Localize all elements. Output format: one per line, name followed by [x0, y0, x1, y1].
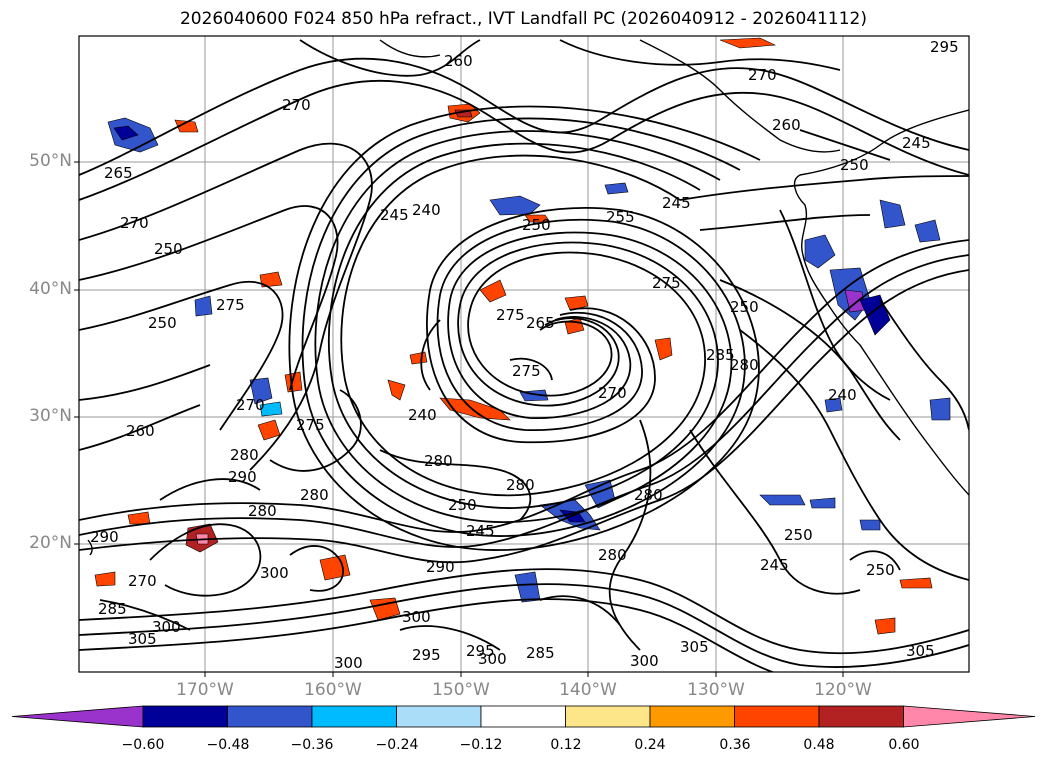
contour-label: 245 [760, 556, 789, 574]
contour-label: 290 [426, 558, 455, 576]
lon-label-160w: 160°W [304, 680, 362, 700]
colorbar-segment [227, 705, 313, 728]
contour-label: 275 [512, 362, 541, 380]
lon-label-130w: 130°W [687, 680, 745, 700]
colorbar-segment [480, 705, 566, 728]
contour-label: 300 [630, 652, 659, 670]
contour-label: 290 [90, 528, 119, 546]
contour-label: 305 [680, 638, 709, 656]
contour-label: 285 [706, 346, 735, 364]
colorbar-segment [311, 705, 397, 728]
colorbar-tick: 0.12 [550, 737, 582, 753]
contour-label: 260 [126, 422, 155, 440]
contour-label: 280 [634, 486, 663, 504]
contour-label: 300 [152, 618, 181, 636]
contour-label: 255 [606, 208, 635, 226]
contour-label: 245 [380, 206, 409, 224]
contour-label: 300 [478, 650, 507, 668]
colorbar-tick: 0.48 [803, 737, 835, 753]
contour-label: 300 [402, 608, 431, 626]
map-frame [78, 35, 970, 673]
contour-label: 240 [408, 406, 437, 424]
colorbar-segment [396, 705, 482, 728]
lat-label-50n: 50°N [29, 151, 72, 171]
contour-label: 275 [216, 296, 245, 314]
contour-labels: 260 270 240 265 260 270 250 270 250 275 … [90, 38, 959, 672]
contour-label: 285 [98, 600, 127, 618]
contour-label: 250 [522, 216, 551, 234]
contour-label: 260 [444, 52, 473, 70]
colorbar-tick: −0.60 [121, 737, 165, 753]
contour-label: 295 [930, 38, 959, 56]
contour-label: 300 [334, 654, 363, 672]
contour-label: 270 [282, 96, 311, 114]
lon-label-140w: 140°W [559, 680, 617, 700]
colorbar-tick: −0.24 [375, 737, 419, 753]
contour-label: 280 [230, 446, 259, 464]
colorbar-segment [565, 705, 651, 728]
lon-label-150w: 150°W [432, 680, 490, 700]
contour-label: 250 [154, 240, 183, 258]
contour-label: 300 [260, 564, 289, 582]
coastline [87, 39, 969, 556]
contour-label: 245 [466, 522, 495, 540]
contour-label: 265 [104, 164, 133, 182]
map-plot: 260 270 240 265 260 270 250 270 250 275 … [74, 35, 970, 677]
contour-label: 245 [902, 134, 931, 152]
colorbar-tick: −0.48 [206, 737, 250, 753]
contour-label: 290 [228, 468, 257, 486]
colorbar-segment [142, 705, 228, 728]
contour-label: 270 [120, 214, 149, 232]
colorbar-tick: −0.36 [290, 737, 334, 753]
colorbar-tick: 0.24 [634, 737, 666, 753]
contour-label: 240 [828, 386, 857, 404]
contour-label: 270 [236, 396, 265, 414]
contour-label: 295 [412, 646, 441, 664]
contour-label: 245 [662, 194, 691, 212]
lat-label-40n: 40°N [29, 279, 72, 299]
colorbar-extend-max [903, 705, 1036, 728]
contour-label: 250 [840, 156, 869, 174]
contour-label: 250 [730, 298, 759, 316]
contour-label: 265 [526, 314, 555, 332]
colorbar-segment [818, 705, 904, 728]
map-background [79, 36, 969, 672]
contour-label: 250 [784, 526, 813, 544]
contour-label: 280 [248, 502, 277, 520]
contour-label: 250 [148, 314, 177, 332]
lat-label-20n: 20°N [29, 533, 72, 553]
contour-label: 280 [730, 356, 759, 374]
contour-label: 275 [296, 416, 325, 434]
contour-label: 280 [506, 476, 535, 494]
colorbar-segment [734, 705, 820, 728]
contour-label: 280 [598, 546, 627, 564]
colorbar-extend-min [11, 705, 144, 728]
contour-label: 260 [772, 116, 801, 134]
contour-label: 250 [448, 496, 477, 514]
tick-marks [74, 161, 844, 677]
lon-label-170w: 170°W [176, 680, 234, 700]
colorbar-tick: −0.12 [459, 737, 503, 753]
lon-label-120w: 120°W [814, 680, 872, 700]
colorbar-tick: 0.36 [719, 737, 751, 753]
contour-label: 280 [300, 486, 329, 504]
contour-label: 270 [128, 572, 157, 590]
map-title: 2026040600 F024 850 hPa refract., IVT La… [179, 9, 867, 29]
colorbar-segment [649, 705, 735, 728]
lat-label-30n: 30°N [29, 406, 72, 426]
contour-label: 280 [424, 452, 453, 470]
colorbar [11, 705, 1036, 728]
contour-label: 295 [466, 642, 495, 660]
contour-label: 305 [128, 630, 157, 648]
contour-label: 270 [598, 384, 627, 402]
refractivity-contours [79, 39, 969, 672]
contour-label: 240 [412, 201, 441, 219]
contour-label: 305 [906, 642, 935, 660]
contour-label: 250 [866, 561, 895, 579]
contour-label: 285 [526, 644, 555, 662]
contour-label: 275 [652, 274, 681, 292]
colorbar-tick: 0.60 [888, 737, 920, 753]
contour-label: 275 [496, 306, 525, 324]
contour-label: 270 [748, 66, 777, 84]
